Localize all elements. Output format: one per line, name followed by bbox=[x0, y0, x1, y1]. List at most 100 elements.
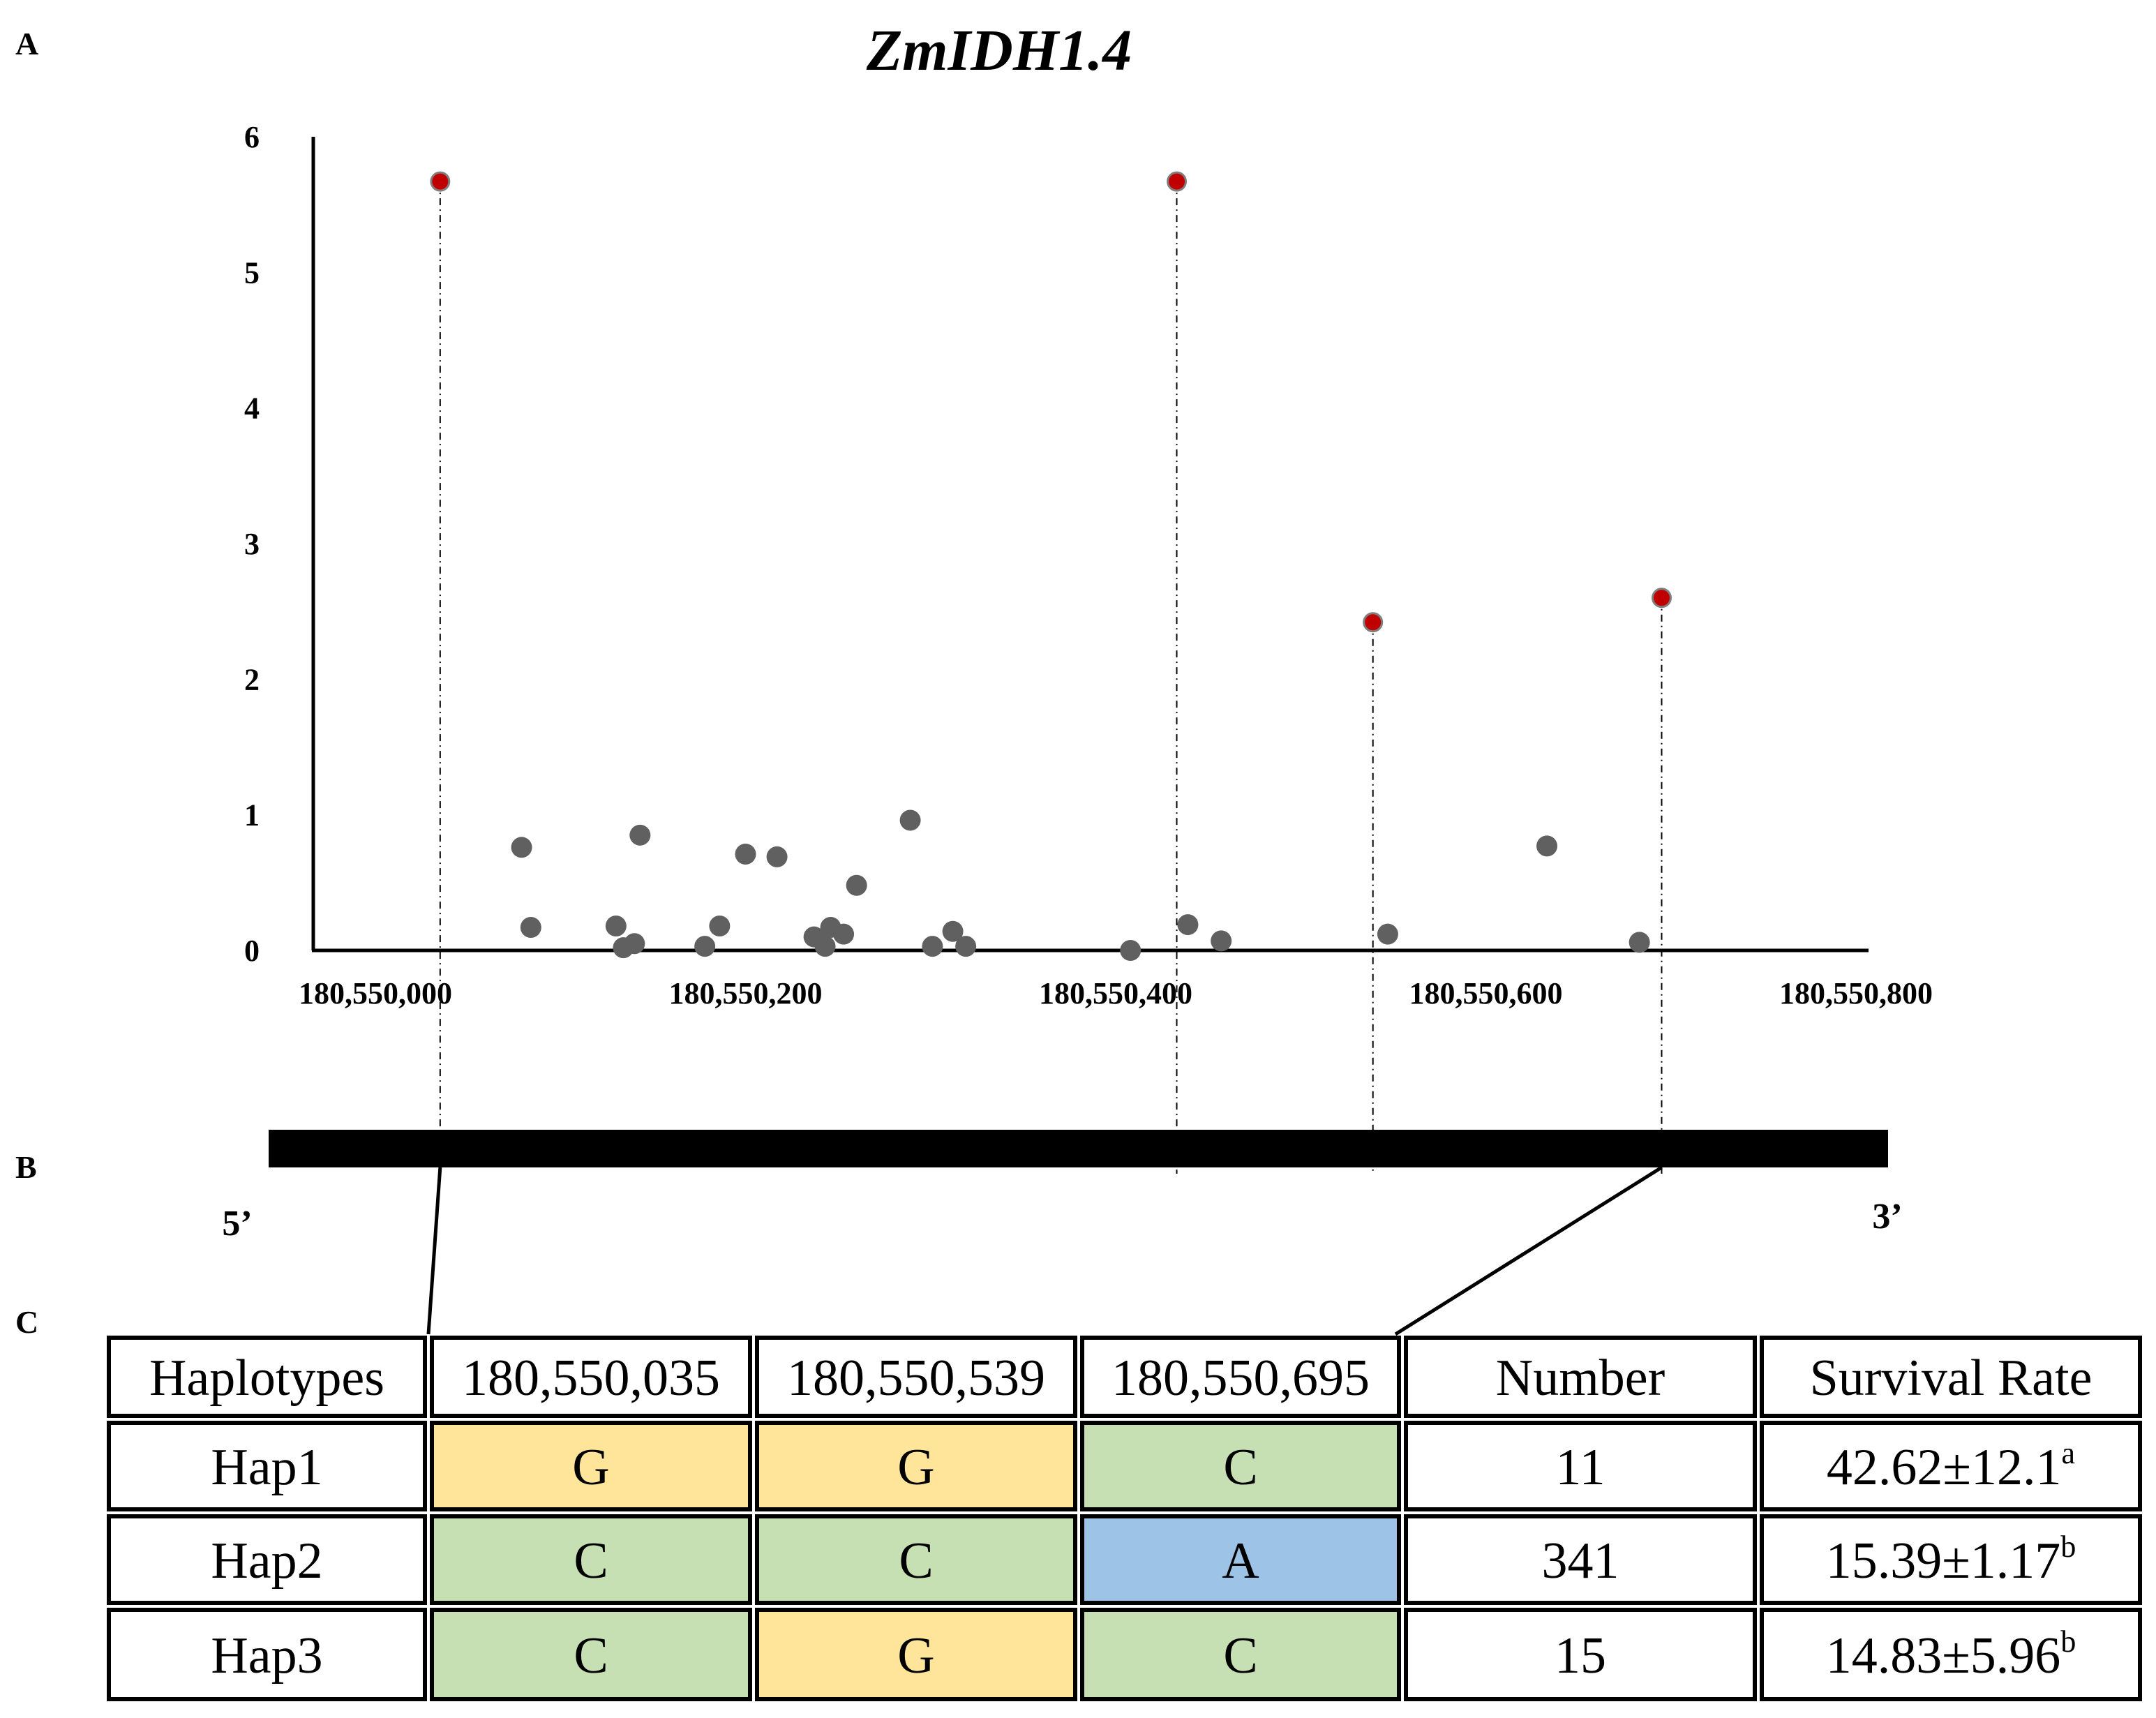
haplotype-cell bbox=[107, 1421, 427, 1511]
significant-snp-point bbox=[1167, 171, 1188, 192]
x-tick-label: 180,550,400 bbox=[1039, 976, 1192, 1010]
snp-point bbox=[1177, 914, 1199, 936]
significant-snp-point bbox=[430, 171, 451, 192]
allele-text: C bbox=[574, 1532, 608, 1590]
header-text: Survival Rate bbox=[1810, 1350, 2093, 1407]
allele-text: G bbox=[897, 1627, 934, 1685]
snp-point bbox=[942, 920, 964, 942]
header-cell bbox=[1760, 1336, 2142, 1418]
snp-point bbox=[814, 936, 836, 957]
header-cell bbox=[1080, 1336, 1401, 1418]
snp-point bbox=[922, 936, 943, 957]
header-text: Haplotypes bbox=[149, 1350, 384, 1407]
snp-point bbox=[766, 846, 788, 867]
panel-label-a: A bbox=[15, 26, 38, 61]
zoom-line-right bbox=[1394, 1165, 1663, 1336]
number-text: 341 bbox=[1542, 1532, 1619, 1590]
x-tick-label: 180,550,000 bbox=[299, 976, 452, 1010]
allele-cell bbox=[1080, 1421, 1401, 1511]
x-tick-label: 180,550,800 bbox=[1779, 976, 1933, 1010]
gene-bar bbox=[269, 1130, 1888, 1167]
snp-point bbox=[1629, 932, 1650, 953]
five-prime-label: 5’ bbox=[222, 1204, 252, 1243]
header-text: 180,550,695 bbox=[1111, 1350, 1370, 1407]
header-cell bbox=[1404, 1336, 1757, 1418]
allele-cell bbox=[1080, 1608, 1401, 1701]
allele-cell bbox=[430, 1421, 752, 1511]
snp-point bbox=[694, 936, 716, 957]
panel-label-b: B bbox=[15, 1149, 37, 1185]
snp-point bbox=[846, 874, 867, 896]
snp-point bbox=[833, 923, 855, 945]
y-tick-label: 0 bbox=[244, 934, 260, 968]
y-tick-label: 5 bbox=[244, 255, 260, 290]
allele-text: A bbox=[1222, 1532, 1259, 1590]
significance-letter: a bbox=[2062, 1436, 2076, 1470]
significant-snp-point bbox=[1363, 612, 1384, 633]
snp-point bbox=[1120, 940, 1141, 961]
header-cell bbox=[107, 1336, 427, 1418]
significant-snp-point bbox=[1651, 588, 1672, 608]
x-tick-labels: 180,550,000 180,550,200 180,550,400 180,550… bbox=[299, 976, 1933, 1010]
survival-rate-cell bbox=[1760, 1514, 2142, 1605]
number-cell bbox=[1404, 1514, 1757, 1605]
haplotype-text: Hap2 bbox=[211, 1532, 322, 1590]
allele-text: C bbox=[899, 1532, 933, 1590]
allele-cell bbox=[755, 1421, 1077, 1511]
scatter-points bbox=[430, 171, 1672, 961]
snp-point bbox=[629, 824, 651, 846]
snp-point bbox=[1536, 835, 1558, 857]
three-prime-label: 3’ bbox=[1872, 1197, 1902, 1237]
panel-label-c: C bbox=[15, 1304, 38, 1340]
number-cell bbox=[1404, 1608, 1757, 1701]
significance-letter: b bbox=[2060, 1530, 2076, 1564]
haplotype-table: Haplotypes 180,550,035 180,550,539 180,550,… bbox=[107, 1336, 2142, 1701]
snp-point bbox=[520, 916, 541, 938]
chart-title: ZmIDH1.4 bbox=[866, 18, 1132, 83]
allele-cell bbox=[430, 1514, 752, 1605]
allele-cell bbox=[755, 1514, 1077, 1605]
header-text: 180,550,035 bbox=[462, 1350, 720, 1407]
y-tick-label: 3 bbox=[244, 527, 260, 561]
allele-text: C bbox=[1223, 1439, 1257, 1496]
allele-cell bbox=[430, 1608, 752, 1701]
snp-point bbox=[605, 916, 627, 937]
survival-rate-text: 42.62±12.1a bbox=[1827, 1436, 2075, 1496]
allele-text: G bbox=[572, 1439, 609, 1496]
snp-point bbox=[735, 844, 756, 865]
snp-point bbox=[899, 809, 921, 831]
header-cell bbox=[755, 1336, 1077, 1418]
allele-cell bbox=[1080, 1514, 1401, 1605]
x-tick-label: 180,550,600 bbox=[1409, 976, 1563, 1010]
survival-rate-text: 15.39±1.17b bbox=[1826, 1530, 2076, 1590]
haplotype-text: Hap1 bbox=[211, 1439, 322, 1496]
snp-dash-lines bbox=[439, 181, 1663, 1174]
allele-text: C bbox=[1223, 1627, 1257, 1685]
number-text: 11 bbox=[1555, 1439, 1605, 1496]
y-tick-labels: 0 1 2 3 4 5 6 bbox=[244, 120, 260, 968]
header-text: 180,550,539 bbox=[787, 1350, 1045, 1407]
significance-letter: b bbox=[2060, 1624, 2076, 1659]
y-tick-label: 6 bbox=[244, 120, 260, 154]
allele-cell bbox=[755, 1608, 1077, 1701]
haplotype-cell bbox=[107, 1514, 427, 1605]
haplotype-text: Hap3 bbox=[211, 1627, 322, 1685]
y-tick-label: 1 bbox=[244, 798, 260, 832]
snp-point bbox=[1211, 930, 1232, 952]
y-tick-label: 2 bbox=[244, 662, 260, 696]
number-cell bbox=[1404, 1421, 1757, 1511]
snp-point bbox=[955, 936, 977, 957]
x-tick-label: 180,550,200 bbox=[669, 976, 823, 1010]
zoom-line-left bbox=[426, 1167, 442, 1335]
snp-point bbox=[1377, 923, 1398, 945]
number-text: 15 bbox=[1555, 1627, 1606, 1685]
survival-rate-cell bbox=[1760, 1421, 2142, 1511]
y-tick-label: 4 bbox=[244, 391, 260, 426]
allele-text: C bbox=[574, 1627, 608, 1685]
zoom-lines bbox=[426, 1165, 1663, 1336]
snp-point bbox=[709, 916, 731, 937]
survival-rate-text: 14.83±5.96b bbox=[1826, 1624, 2076, 1685]
survival-rate-cell bbox=[1760, 1608, 2142, 1701]
header-cell bbox=[430, 1336, 752, 1418]
